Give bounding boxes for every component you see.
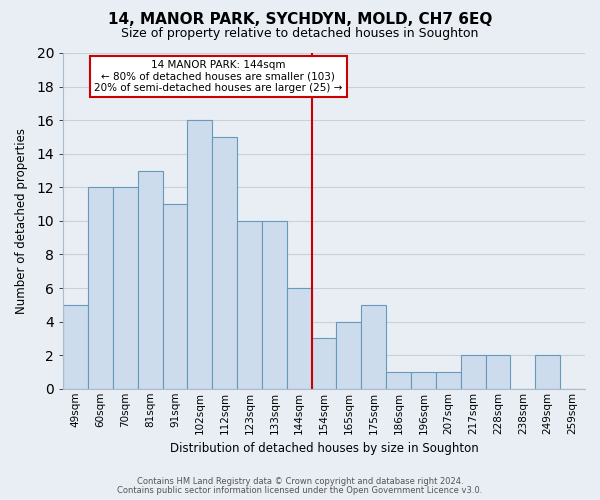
Text: Contains public sector information licensed under the Open Government Licence v3: Contains public sector information licen… [118,486,482,495]
Bar [361,305,386,389]
Bar [212,137,237,389]
Bar [262,221,287,389]
Bar [411,372,436,389]
Bar [485,355,511,389]
Bar [337,322,361,389]
Bar [237,221,262,389]
X-axis label: Distribution of detached houses by size in Soughton: Distribution of detached houses by size … [170,442,478,455]
Bar [187,120,212,389]
Text: Contains HM Land Registry data © Crown copyright and database right 2024.: Contains HM Land Registry data © Crown c… [137,477,463,486]
Text: 14, MANOR PARK, SYCHDYN, MOLD, CH7 6EQ: 14, MANOR PARK, SYCHDYN, MOLD, CH7 6EQ [108,12,492,28]
Bar [137,170,163,389]
Bar [63,305,88,389]
Bar [287,288,311,389]
Bar [113,188,137,389]
Text: Size of property relative to detached houses in Soughton: Size of property relative to detached ho… [121,28,479,40]
Bar [386,372,411,389]
Y-axis label: Number of detached properties: Number of detached properties [15,128,28,314]
Bar [535,355,560,389]
Bar [311,338,337,389]
Bar [436,372,461,389]
Bar [461,355,485,389]
Bar [88,188,113,389]
Bar [163,204,187,389]
Text: 14 MANOR PARK: 144sqm
← 80% of detached houses are smaller (103)
20% of semi-det: 14 MANOR PARK: 144sqm ← 80% of detached … [94,60,343,93]
